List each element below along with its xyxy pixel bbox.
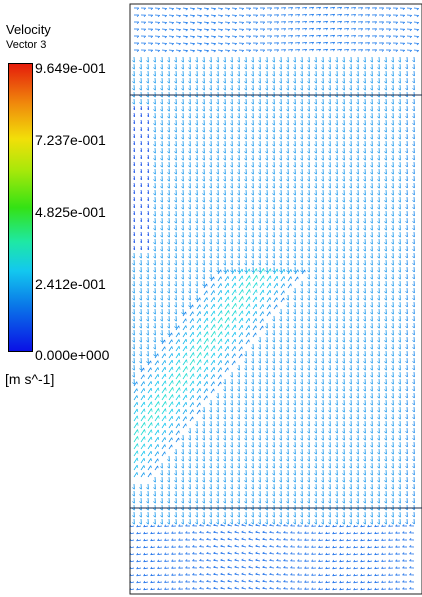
- legend-units: [m s^-1]: [5, 371, 55, 387]
- legend-tick-4: 0.000e+000: [35, 347, 110, 363]
- legend-tick-3: 2.412e-001: [35, 276, 106, 292]
- legend-tick-0: 9.649e-001: [35, 60, 106, 76]
- legend-colorbar: [8, 63, 33, 352]
- legend-subtitle: Vector 3: [6, 39, 47, 51]
- domain-boundary: [129, 3, 422, 595]
- legend-title: Velocity: [6, 22, 51, 37]
- legend-tick-2: 4.825e-001: [35, 204, 106, 220]
- velocity-vectors: [129, 6, 419, 591]
- legend-tick-1: 7.237e-001: [35, 132, 106, 148]
